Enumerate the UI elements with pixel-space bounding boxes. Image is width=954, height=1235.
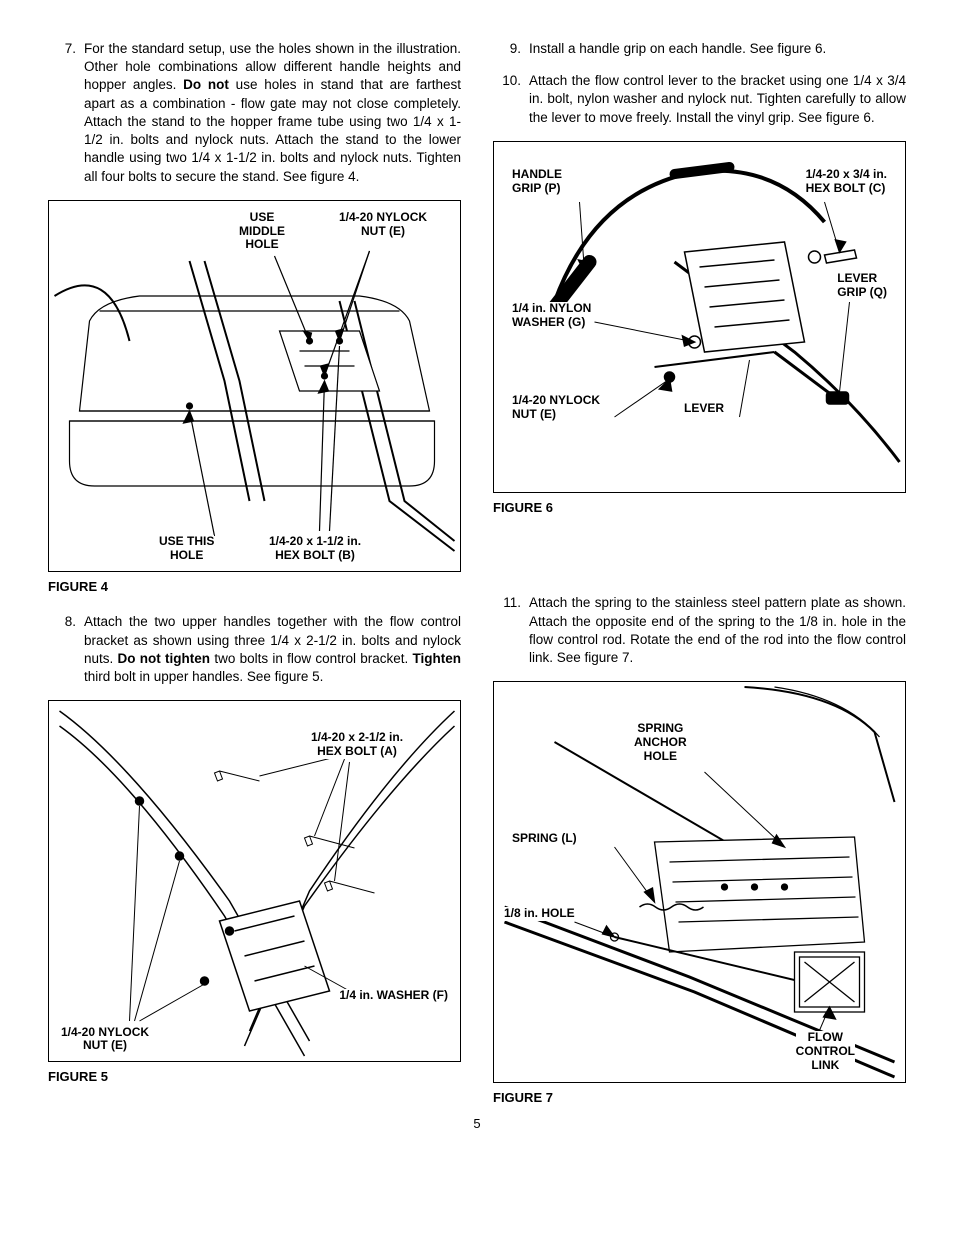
label-handle-grip: HANDLE GRIP (P) bbox=[512, 168, 562, 196]
figure-7-caption: FIGURE 7 bbox=[493, 1089, 906, 1107]
label-nylon-washer: 1/4 in. NYLON WASHER (G) bbox=[512, 302, 591, 330]
label-spring: SPRING (L) bbox=[512, 832, 577, 846]
label-nylock-nut-e: 1/4-20 NYLOCK NUT (E) bbox=[61, 1026, 149, 1054]
step-10: 10. Attach the flow control lever to the… bbox=[493, 72, 906, 127]
step-8: 8. Attach the two upper handles together… bbox=[48, 613, 461, 686]
step-text: Install a handle grip on each handle. Se… bbox=[529, 40, 906, 58]
figure-5-caption: FIGURE 5 bbox=[48, 1068, 461, 1086]
step-text: Attach the flow control lever to the bra… bbox=[529, 72, 906, 127]
figure-6-box: HANDLE GRIP (P) 1/4-20 x 3/4 in. HEX BOL… bbox=[493, 141, 906, 493]
label-nylock-nut: 1/4-20 NYLOCK NUT (E) bbox=[339, 211, 427, 239]
label-nylock-nut-e2: 1/4-20 NYLOCK NUT (E) bbox=[512, 394, 600, 422]
figure-5-box: 1/4-20 x 2-1/2 in. HEX BOLT (A) 1/4 in. … bbox=[48, 700, 461, 1062]
label-lever: LEVER bbox=[684, 402, 724, 416]
page-number: 5 bbox=[48, 1115, 906, 1133]
figure-4-box: USE MIDDLE HOLE 1/4-20 NYLOCK NUT (E) US… bbox=[48, 200, 461, 572]
figure-7-box: SPRING ANCHOR HOLE SPRING (L) 1/8 in. HO… bbox=[493, 681, 906, 1083]
label-hex-bolt: 1/4-20 x 1-1/2 in. HEX BOLT (B) bbox=[269, 535, 361, 563]
left-column: 7. For the standard setup, use the holes… bbox=[48, 40, 461, 1107]
figure-6-caption: FIGURE 6 bbox=[493, 499, 906, 517]
label-spring-anchor: SPRING ANCHOR HOLE bbox=[634, 722, 687, 763]
figure-4-caption: FIGURE 4 bbox=[48, 578, 461, 596]
label-use-this-hole: USE THIS HOLE bbox=[159, 535, 214, 563]
figure-7-drawing bbox=[494, 682, 905, 1082]
step-9: 9. Install a handle grip on each handle.… bbox=[493, 40, 906, 58]
right-column: 9. Install a handle grip on each handle.… bbox=[493, 40, 906, 1107]
label-lever-grip: LEVER GRIP (Q) bbox=[837, 272, 887, 300]
label-flow-control: FLOW CONTROL LINK bbox=[796, 1031, 855, 1072]
label-hex-bolt-c: 1/4-20 x 3/4 in. HEX BOLT (C) bbox=[806, 168, 887, 196]
step-number: 8. bbox=[48, 613, 84, 686]
step-number: 11. bbox=[493, 594, 529, 667]
figure-4-drawing bbox=[49, 201, 460, 571]
label-hex-bolt-a: 1/4-20 x 2-1/2 in. HEX BOLT (A) bbox=[311, 731, 403, 759]
step-number: 10. bbox=[493, 72, 529, 127]
step-text: Attach the spring to the stainless steel… bbox=[529, 594, 906, 667]
step-text: Attach the two upper handles together wi… bbox=[84, 613, 461, 686]
step-7: 7. For the standard setup, use the holes… bbox=[48, 40, 461, 186]
step-number: 9. bbox=[493, 40, 529, 58]
label-washer-f: 1/4 in. WASHER (F) bbox=[339, 989, 448, 1003]
step-text: For the standard setup, use the holes sh… bbox=[84, 40, 461, 186]
label-hole: 1/8 in. HOLE bbox=[504, 907, 575, 921]
label-use-middle-hole: USE MIDDLE HOLE bbox=[239, 211, 285, 252]
step-number: 7. bbox=[48, 40, 84, 186]
step-11: 11. Attach the spring to the stainless s… bbox=[493, 594, 906, 667]
